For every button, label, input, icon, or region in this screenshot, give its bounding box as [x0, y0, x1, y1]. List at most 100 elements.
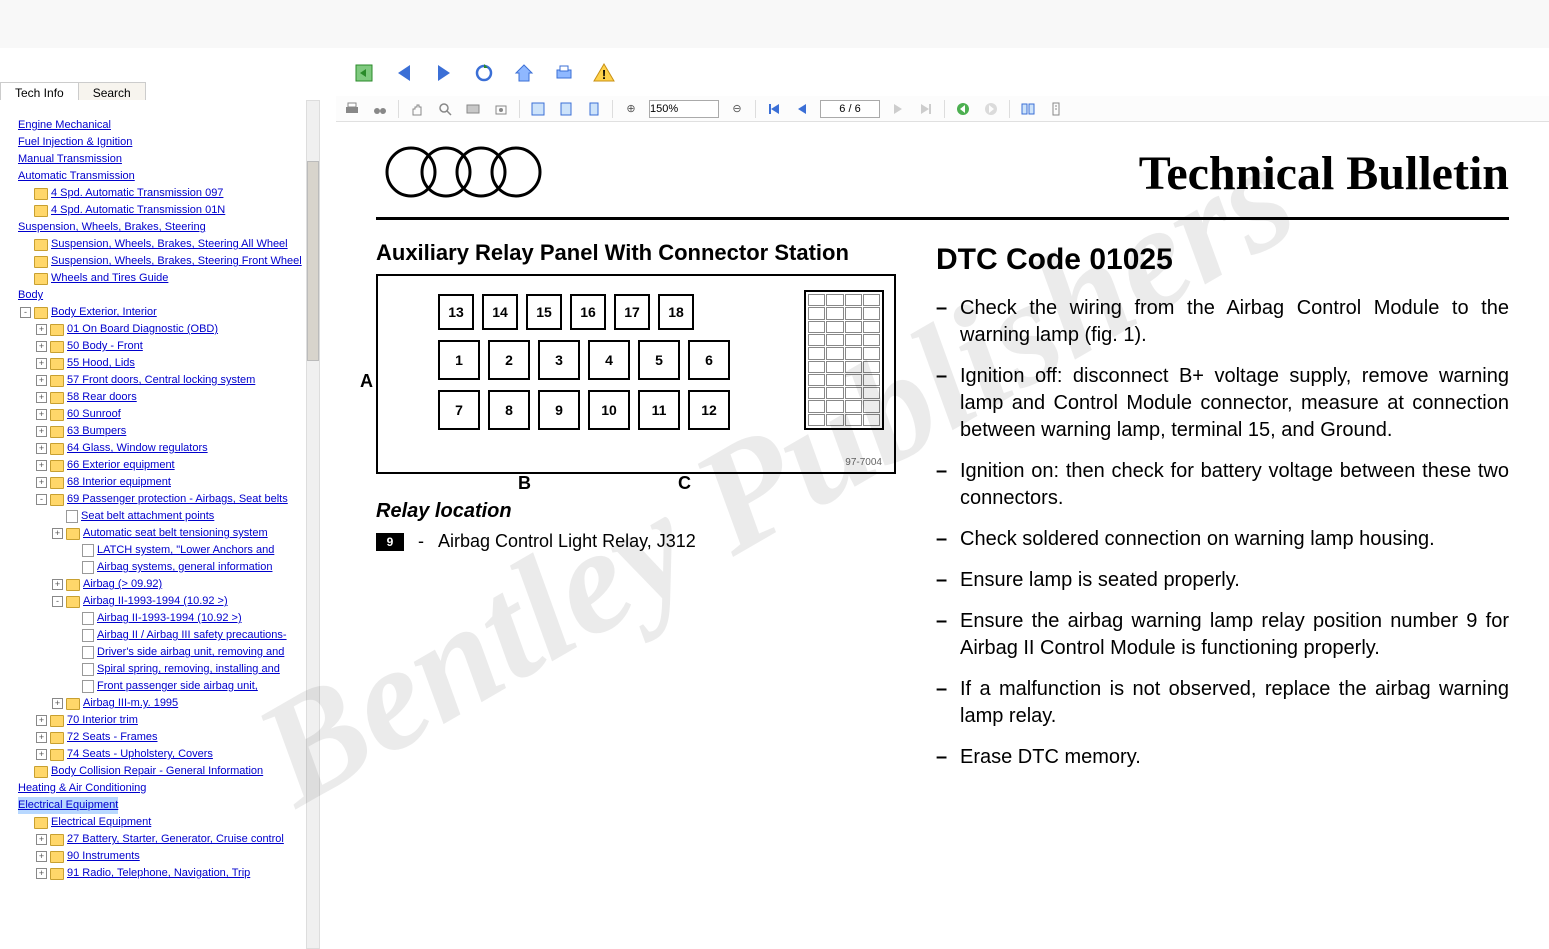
tree-link[interactable]: 68 Interior equipment: [67, 474, 171, 491]
arrow-right-icon[interactable]: [430, 59, 458, 87]
tree-link[interactable]: Heating & Air Conditioning: [18, 780, 146, 797]
tree-node[interactable]: +90 Instruments: [36, 848, 315, 865]
layout-single-icon[interactable]: [1046, 99, 1066, 119]
tree-node[interactable]: +74 Seats - Upholstery, Covers: [36, 746, 315, 763]
tree-node[interactable]: +63 Bumpers: [36, 423, 315, 440]
tree-link[interactable]: Seat belt attachment points: [81, 508, 214, 525]
tree-link[interactable]: 90 Instruments: [67, 848, 140, 865]
zoom-tool-icon[interactable]: [435, 99, 455, 119]
tree-link[interactable]: Electrical Equipment: [18, 797, 118, 814]
scrollbar-thumb[interactable]: [307, 161, 319, 361]
binoculars-icon[interactable]: [370, 99, 390, 119]
tree-node[interactable]: LATCH system, "Lower Anchors and: [68, 542, 315, 559]
tree-node[interactable]: Manual Transmission: [4, 151, 315, 168]
tree-link[interactable]: Suspension, Wheels, Brakes, Steering All…: [51, 236, 288, 253]
tree-link[interactable]: 58 Rear doors: [67, 389, 137, 406]
fit-page-icon[interactable]: [556, 99, 576, 119]
expand-toggle[interactable]: +: [36, 443, 47, 454]
tree-link[interactable]: 4 Spd. Automatic Transmission 097: [51, 185, 223, 202]
expand-toggle[interactable]: +: [36, 392, 47, 403]
expand-toggle[interactable]: +: [52, 698, 63, 709]
fit-width-icon[interactable]: [528, 99, 548, 119]
tree-node[interactable]: Electrical Equipment: [20, 814, 315, 831]
hand-tool-icon[interactable]: [407, 99, 427, 119]
tree-node[interactable]: Airbag II-1993-1994 (10.92 >): [68, 610, 315, 627]
tree-node[interactable]: Spiral spring, removing, installing and: [68, 661, 315, 678]
expand-toggle[interactable]: +: [36, 409, 47, 420]
tree-link[interactable]: 50 Body - Front: [67, 338, 143, 355]
tree-link[interactable]: Front passenger side airbag unit,: [97, 678, 258, 695]
prev-page-icon[interactable]: [792, 99, 812, 119]
tree-link[interactable]: 69 Passenger protection - Airbags, Seat …: [67, 491, 288, 508]
tree-node[interactable]: +64 Glass, Window regulators: [36, 440, 315, 457]
expand-toggle[interactable]: +: [36, 358, 47, 369]
tree-link[interactable]: 27 Battery, Starter, Generator, Cruise c…: [67, 831, 284, 848]
tree-node[interactable]: + Airbag III-m.y. 1995: [52, 695, 315, 712]
tree-link[interactable]: Body Collision Repair - General Informat…: [51, 763, 263, 780]
expand-toggle[interactable]: -: [52, 596, 63, 607]
expand-toggle[interactable]: +: [36, 868, 47, 879]
tree-node[interactable]: Suspension, Wheels, Brakes, Steering All…: [20, 236, 315, 253]
expand-toggle[interactable]: +: [36, 851, 47, 862]
expand-toggle[interactable]: +: [52, 528, 63, 539]
warning-icon[interactable]: !: [590, 59, 618, 87]
home-icon[interactable]: [510, 59, 538, 87]
tree-link[interactable]: 63 Bumpers: [67, 423, 126, 440]
last-page-icon[interactable]: [916, 99, 936, 119]
tree-link[interactable]: Engine Mechanical: [18, 117, 111, 134]
next-page-icon[interactable]: [888, 99, 908, 119]
tree-node[interactable]: Seat belt attachment points: [52, 508, 315, 525]
tree-node[interactable]: +55 Hood, Lids: [36, 355, 315, 372]
tree-node[interactable]: [4, 106, 315, 117]
tree-link[interactable]: 74 Seats - Upholstery, Covers: [67, 746, 213, 763]
first-page-icon[interactable]: [764, 99, 784, 119]
tree-link[interactable]: Spiral spring, removing, installing and: [97, 661, 280, 678]
tree-link[interactable]: 70 Interior trim: [67, 712, 138, 729]
arrow-left-icon[interactable]: [390, 59, 418, 87]
expand-toggle[interactable]: +: [36, 732, 47, 743]
expand-toggle[interactable]: +: [36, 715, 47, 726]
tree-link[interactable]: Suspension, Wheels, Brakes, Steering: [18, 219, 206, 236]
tree-link[interactable]: 60 Sunroof: [67, 406, 121, 423]
tree-link[interactable]: 4 Spd. Automatic Transmission 01N: [51, 202, 225, 219]
tree-node[interactable]: Fuel Injection & Ignition: [4, 134, 315, 151]
tree-link[interactable]: 57 Front doors, Central locking system: [67, 372, 255, 389]
tree-link[interactable]: Manual Transmission: [18, 151, 122, 168]
tree-node[interactable]: +60 Sunroof: [36, 406, 315, 423]
tree-link[interactable]: 66 Exterior equipment: [67, 457, 175, 474]
refresh-icon[interactable]: [470, 59, 498, 87]
tree-link[interactable]: 01 On Board Diagnostic (OBD): [67, 321, 218, 338]
tree-node[interactable]: +70 Interior trim: [36, 712, 315, 729]
back-doc-icon[interactable]: [350, 59, 378, 87]
tree-node[interactable]: Driver's side airbag unit, removing and: [68, 644, 315, 661]
expand-toggle[interactable]: -: [36, 494, 47, 505]
tree-node[interactable]: Electrical Equipment: [4, 797, 315, 814]
tree-node[interactable]: Front passenger side airbag unit,: [68, 678, 315, 695]
zoom-out-icon[interactable]: ⊖: [727, 99, 747, 119]
tree-link[interactable]: Airbag (> 09.92): [83, 576, 162, 593]
tree-node[interactable]: +27 Battery, Starter, Generator, Cruise …: [36, 831, 315, 848]
print-doc-icon[interactable]: [342, 99, 362, 119]
tree-link[interactable]: Body: [18, 287, 43, 304]
nav-back-icon[interactable]: [953, 99, 973, 119]
tree-node[interactable]: 4 Spd. Automatic Transmission 01N: [20, 202, 315, 219]
expand-toggle[interactable]: +: [36, 341, 47, 352]
tree-node[interactable]: +01 On Board Diagnostic (OBD): [36, 321, 315, 338]
tree-link[interactable]: Electrical Equipment: [51, 814, 151, 831]
print-icon[interactable]: [550, 59, 578, 87]
tree-link[interactable]: 91 Radio, Telephone, Navigation, Trip: [67, 865, 250, 882]
tree-link[interactable]: 55 Hood, Lids: [67, 355, 135, 372]
tree-link[interactable]: Automatic seat belt tensioning system: [83, 525, 268, 542]
tree-link[interactable]: Airbag III-m.y. 1995: [83, 695, 178, 712]
tree-link[interactable]: Airbag II-1993-1994 (10.92 >): [83, 593, 228, 610]
tree-node[interactable]: Wheels and Tires Guide: [20, 270, 315, 287]
tree-node[interactable]: +57 Front doors, Central locking system: [36, 372, 315, 389]
nav-fwd-icon[interactable]: [981, 99, 1001, 119]
expand-toggle[interactable]: +: [36, 477, 47, 488]
tree-node[interactable]: -Body Exterior, Interior: [20, 304, 315, 321]
tree-link[interactable]: Airbag II-1993-1994 (10.92 >): [97, 610, 242, 627]
tree-node[interactable]: Automatic Transmission: [4, 168, 315, 185]
snapshot-icon[interactable]: [491, 99, 511, 119]
tree-node[interactable]: +68 Interior equipment: [36, 474, 315, 491]
tree-link[interactable]: Wheels and Tires Guide: [51, 270, 168, 287]
